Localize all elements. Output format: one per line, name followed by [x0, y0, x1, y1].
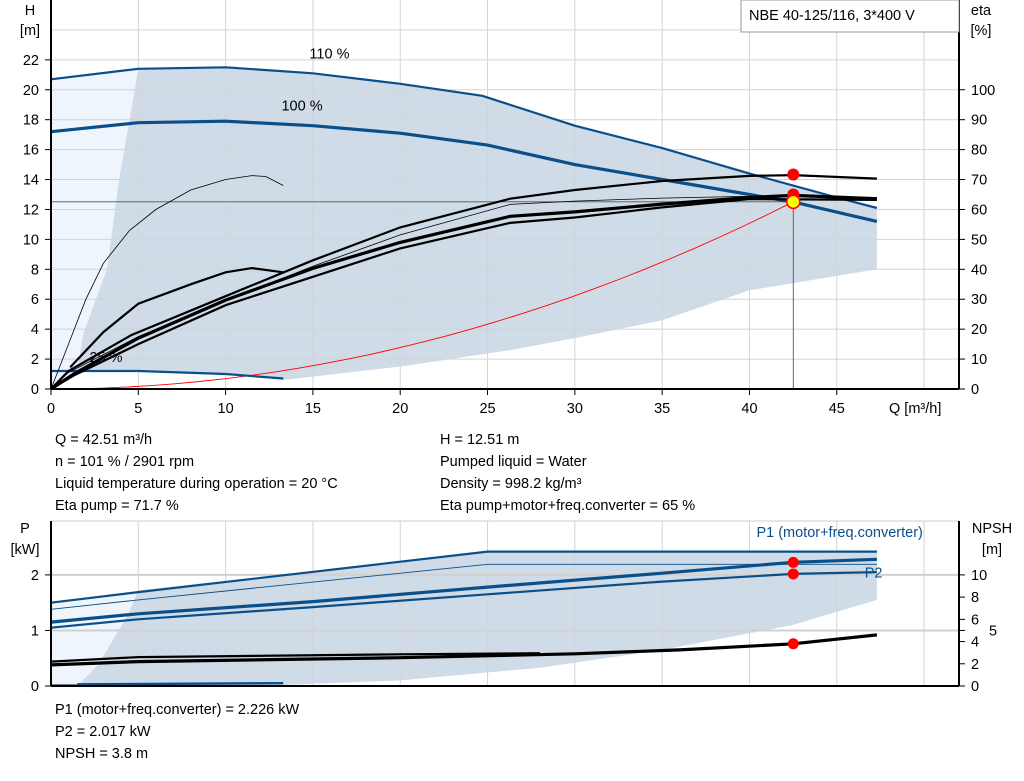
y2-tick-label: 30 [971, 292, 987, 308]
efficiency-curve [69, 266, 284, 368]
y-tick-label: 0 [31, 382, 39, 398]
y2-tick-label: 10 [971, 568, 987, 584]
duty-point [786, 194, 801, 210]
efficiency-curve [50, 193, 877, 391]
y-axis-unit: [kW] [11, 542, 40, 558]
y-tick-label: 16 [23, 143, 39, 159]
info-liquid: Pumped liquid = Water [440, 454, 587, 470]
info-p2: P2 = 2.017 kW [55, 724, 151, 740]
y2-tick-label: 8 [971, 590, 979, 606]
efficiency-curve [50, 197, 877, 390]
efficiency-curve [50, 175, 284, 390]
y2-axis-label: eta [971, 3, 992, 19]
info-h: H = 12.51 m [440, 432, 520, 448]
duty-point [787, 568, 799, 580]
y2-tick-label: 10 [971, 352, 987, 368]
y-axis-unit: [m] [20, 23, 40, 39]
title-box-text: NBE 40-125/116, 3*400 V [749, 8, 915, 24]
y-tick-label: 0 [31, 679, 39, 695]
y2-tick-label: 5 [989, 623, 997, 639]
efficiency-curve [50, 194, 877, 390]
duty-point [787, 638, 799, 650]
x-tick-label: 30 [567, 401, 583, 417]
info-bottom: P1 (motor+freq.converter) = 2.226 kW P2 … [55, 699, 299, 765]
system-curve [50, 201, 794, 390]
info-eta-total: Eta pump+motor+freq.converter = 65 % [440, 498, 696, 514]
info-speed: n = 101 % / 2901 rpm [55, 454, 195, 470]
efficiency-curve [50, 173, 877, 390]
y-tick-label: 20 [23, 83, 39, 99]
x-tick-label: 25 [479, 401, 495, 417]
y-tick-label: 1 [31, 623, 39, 639]
y2-tick-label: 100 [971, 83, 995, 99]
series-label: P2 [865, 566, 883, 582]
y2-axis-unit: [m] [982, 542, 1002, 558]
head-efficiency-chart: 110 % 100 % 25 % 0 5 10 15 20 25 30 35 40 45 0 2 4 6 8 10 1… [20, 0, 995, 417]
duty-point [787, 168, 800, 181]
info-right: H = 12.51 m Pumped liquid = Water Densit… [440, 429, 695, 517]
x-tick-label: 35 [654, 401, 670, 417]
y2-tick-label: 60 [971, 202, 987, 218]
x-tick-label: 10 [218, 401, 234, 417]
curve-label: 100 % [281, 99, 322, 115]
x-tick-label: 40 [741, 401, 757, 417]
y-axis-label: H [25, 3, 35, 19]
title-box: NBE 40-125/116, 3*400 V [740, 0, 960, 33]
head-curve [51, 369, 284, 380]
x-tick-label: 0 [47, 401, 55, 417]
info-eta-pump: Eta pump = 71.7 % [55, 498, 179, 514]
y-tick-label: 2 [31, 352, 39, 368]
series-label: P1 (motor+freq.converter) [756, 525, 922, 541]
x-tick-label: 45 [829, 401, 845, 417]
y2-axis-label: NPSH [972, 521, 1012, 537]
y2-tick-label: 80 [971, 143, 987, 159]
power-npsh-chart: P1 (motor+freq.converter) P2 0 1 2 0 2 456 8 10 P [… [11, 520, 1012, 695]
y2-tick-label: 0 [971, 679, 979, 695]
info-npsh: NPSH = 3.8 m [55, 746, 149, 762]
info-temperature: Liquid temperature during operation = 20… [55, 476, 338, 492]
y2-tick-label: 90 [971, 113, 987, 129]
x-tick-label: 5 [134, 401, 142, 417]
x-tick-label: 15 [305, 401, 321, 417]
y-tick-label: 8 [31, 262, 39, 278]
power-curve [50, 563, 877, 610]
y2-tick-label: 40 [971, 262, 987, 278]
y2-axis-unit: [%] [971, 23, 992, 39]
y2-tick-label: 2 [971, 657, 979, 673]
curve-label: 110 % [309, 46, 349, 62]
info-left: Q = 42.51 m³/h n = 101 % / 2901 rpm Liqu… [55, 429, 338, 517]
head-curve [50, 66, 878, 210]
y-tick-label: 12 [23, 202, 39, 218]
operating-band [77, 551, 877, 686]
power-curve [77, 682, 284, 686]
y2-tick-label: 70 [971, 173, 987, 189]
y2-tick-label: 4 [971, 635, 979, 651]
npsh-curve [50, 652, 540, 663]
curve-label: 25 % [89, 350, 122, 366]
y2-tick-label: 0 [971, 382, 979, 398]
y-tick-label: 22 [23, 53, 39, 69]
y-tick-label: 4 [31, 322, 39, 338]
y2-tick-label: 50 [971, 232, 987, 248]
y2-tick-label: 6 [971, 612, 979, 628]
y2-tick-label: 20 [971, 322, 987, 338]
y-tick-label: 6 [31, 292, 39, 308]
duty-point [787, 556, 799, 568]
info-density: Density = 998.2 kg/m³ [440, 476, 582, 492]
x-tick-label: 20 [392, 401, 408, 417]
operating-band-light [51, 68, 139, 390]
y-axis-label: P [20, 521, 30, 537]
x-axis-label: Q [m³/h] [889, 401, 941, 417]
y-tick-label: 2 [31, 568, 39, 584]
info-q: Q = 42.51 m³/h [55, 432, 153, 448]
power-curve [50, 550, 877, 604]
y-tick-label: 10 [23, 232, 39, 248]
y-tick-label: 14 [23, 173, 39, 189]
info-p1: P1 (motor+freq.converter) = 2.226 kW [55, 702, 300, 718]
y-tick-label: 18 [23, 113, 39, 129]
